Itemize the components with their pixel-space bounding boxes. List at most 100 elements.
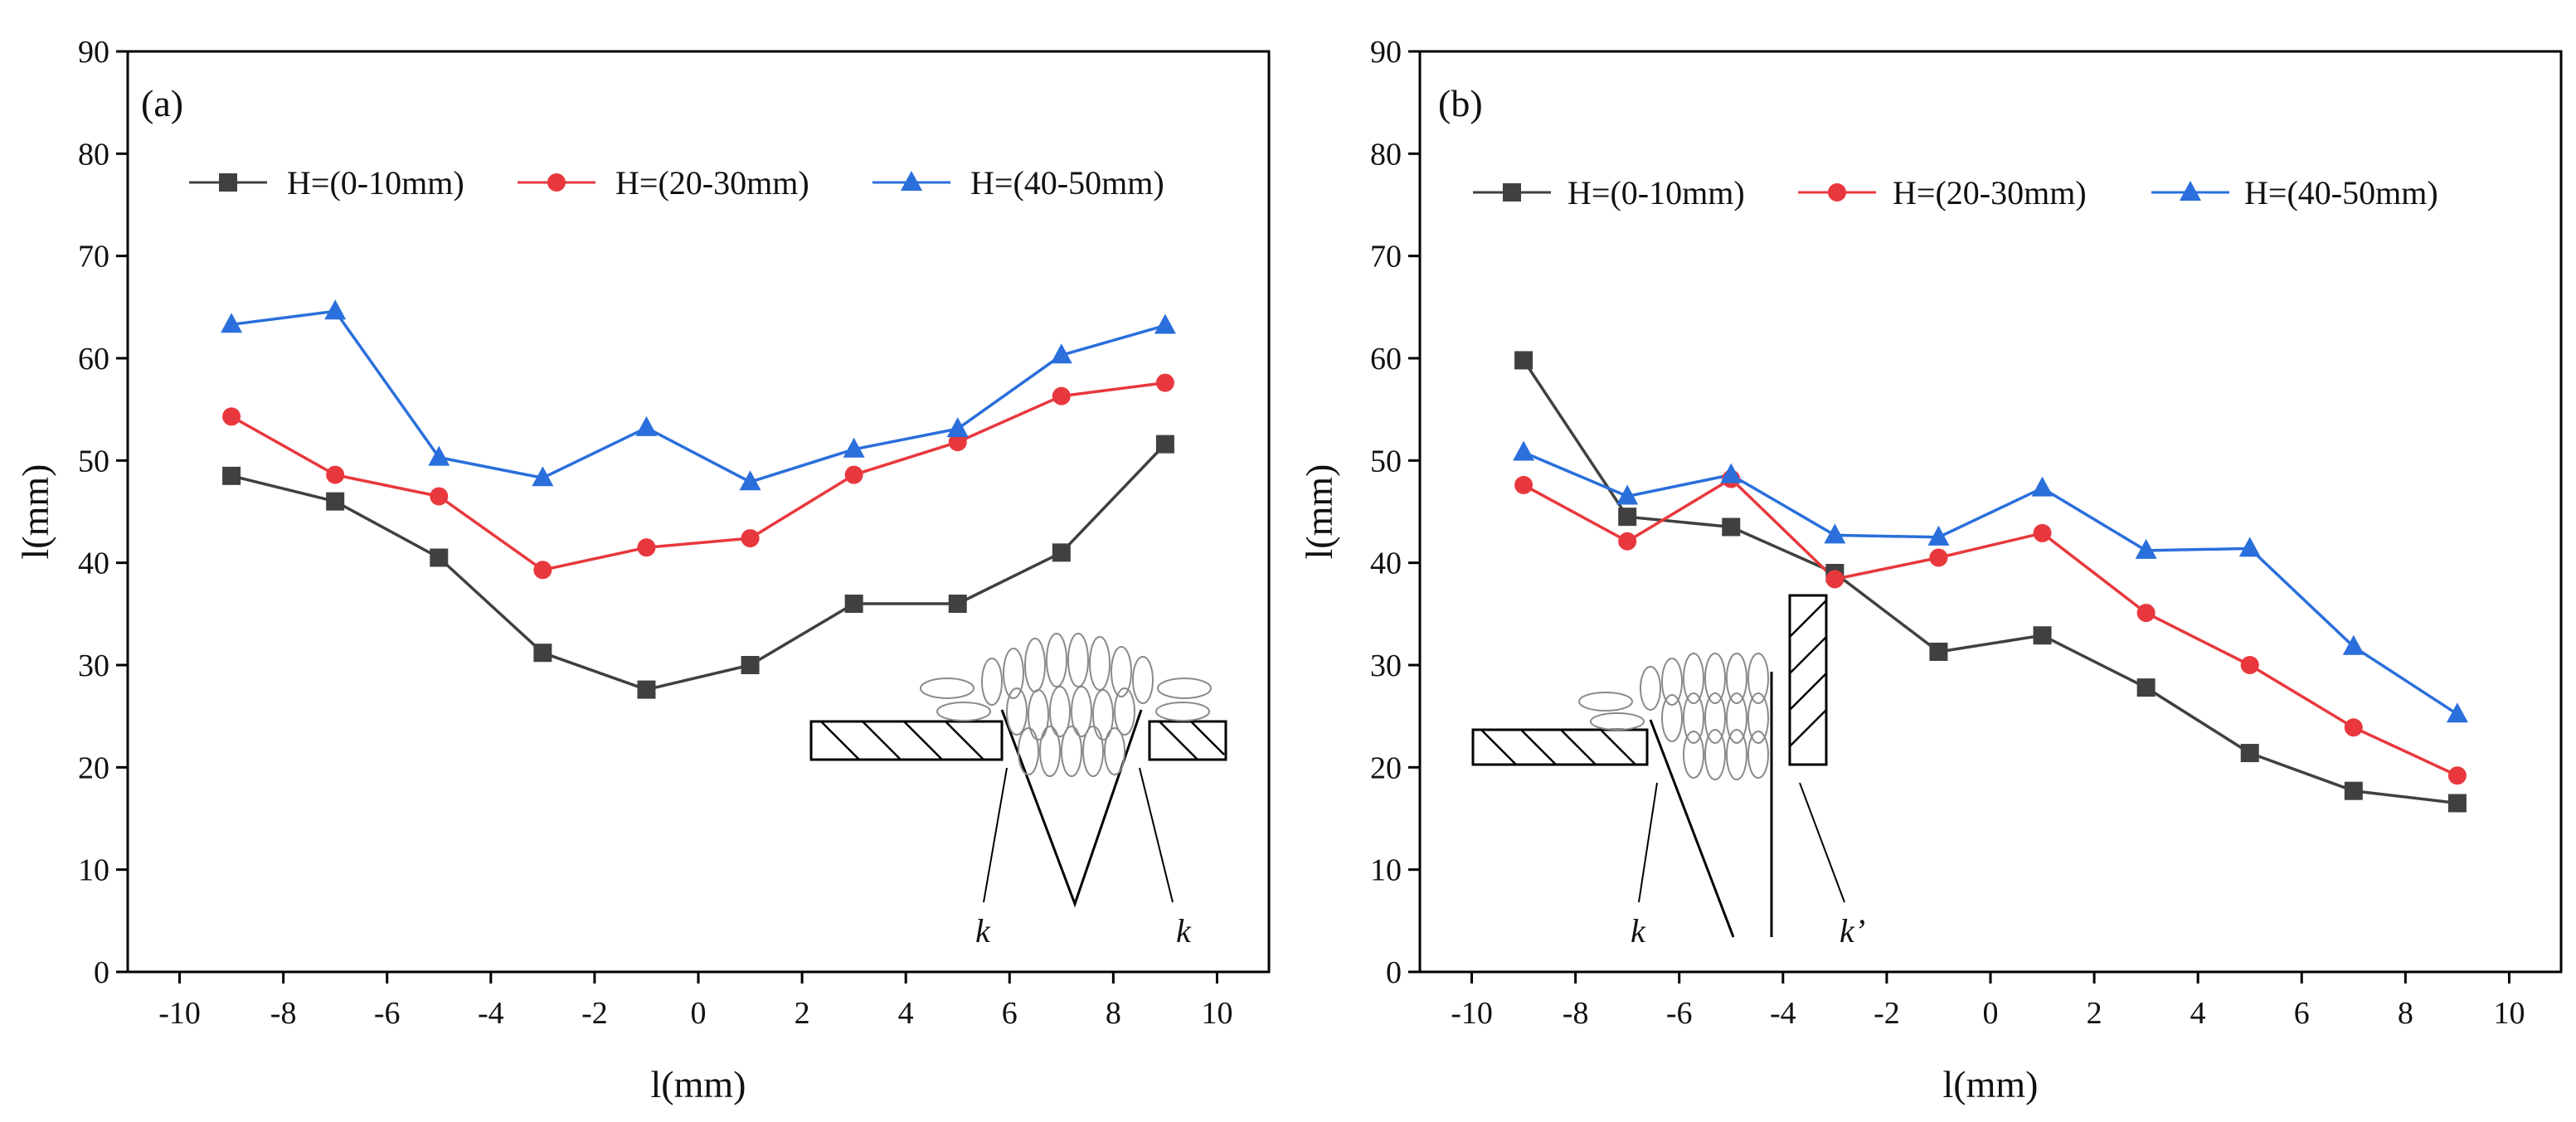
x-tick-label: 4 (898, 996, 914, 1031)
data-point (1513, 440, 1535, 461)
data-point (843, 437, 865, 458)
legend-item: H=(20-30mm) (518, 164, 809, 202)
y-tick-label: 80 (78, 137, 109, 172)
data-point (2136, 604, 2156, 623)
y-tick-label: 20 (78, 750, 109, 785)
data-point (1720, 463, 1742, 483)
x-tick-label: -8 (1563, 996, 1589, 1031)
x-tick-label: 6 (1002, 996, 1018, 1031)
data-point (1052, 543, 1071, 562)
data-point (844, 595, 863, 613)
x-tick-label: -6 (374, 996, 401, 1031)
data-point (741, 656, 760, 674)
data-point (2135, 538, 2157, 559)
data-point (532, 466, 554, 487)
y-tick-label: 30 (78, 648, 109, 683)
data-point (1050, 343, 1072, 364)
legend-item: H=(20-30mm) (1798, 174, 2087, 211)
x-tick-label: 10 (1201, 996, 1232, 1031)
y-tick-label: 90 (1370, 35, 1402, 70)
y-tick-label: 50 (1370, 444, 1402, 478)
data-point (1825, 570, 1845, 589)
x-tick-label: 0 (1983, 996, 1999, 1031)
x-tick-label: 8 (1106, 996, 1121, 1031)
data-point (1514, 351, 1533, 370)
legend-item: H=(0-10mm) (1473, 174, 1745, 211)
weld-diagram: k k’ (1471, 594, 1865, 950)
y-tick-label: 70 (78, 240, 109, 274)
legend-label: H=(40-50mm) (2244, 174, 2438, 211)
weld-diagram: k k (809, 633, 1227, 950)
y-tick-label: 40 (1370, 546, 1402, 581)
panel-label: (a) (141, 82, 183, 124)
data-point (2446, 702, 2468, 723)
axis-ticks: 0 10 20 30 40 50 60 70 80 90 -10 -8 -6 -4 -2 0 2 4 6 8 10 (1370, 35, 2525, 1031)
data-point (1155, 435, 1174, 454)
data-point (222, 466, 241, 485)
x-tick-label: -2 (1874, 996, 1900, 1031)
data-point (430, 548, 449, 567)
data-point (533, 644, 552, 663)
x-tick-label: -4 (1770, 996, 1796, 1031)
data-point (2344, 781, 2363, 800)
data-point (324, 299, 347, 320)
plate-left (809, 720, 1004, 761)
x-tick-label: 2 (795, 996, 810, 1031)
legend: H=(0-10mm) H=(20-30mm) H=(40-50mm) (189, 164, 1164, 202)
legend-label: H=(20-30mm) (1893, 174, 2087, 211)
series-line (1523, 477, 2458, 777)
data-point (1927, 525, 1950, 546)
legend-label: H=(0-10mm) (1567, 174, 1745, 211)
data-point (1052, 386, 1071, 406)
data-point (1929, 642, 1948, 661)
data-point (948, 433, 967, 452)
legend-label: H=(20-30mm) (615, 164, 809, 202)
x-axis-label: l(mm) (1943, 1063, 2039, 1105)
data-point (1616, 484, 1639, 505)
data-point (326, 492, 345, 511)
data-point (637, 680, 656, 699)
weld-beads (1578, 653, 1769, 780)
y-tick-label: 60 (78, 342, 109, 376)
y-axis-label: l(mm) (14, 464, 56, 560)
y-tick-label: 40 (78, 546, 109, 581)
x-tick-label: -8 (270, 996, 297, 1031)
x-tick-label: -2 (581, 996, 608, 1031)
data-point (221, 313, 243, 333)
series-line (231, 443, 1167, 692)
y-tick-label: 90 (78, 35, 109, 70)
panel-label: (b) (1438, 82, 1483, 124)
data-point (637, 538, 656, 557)
weld-beads (920, 633, 1212, 777)
legend-item: H=(40-50mm) (872, 164, 1164, 202)
plate-right (1148, 720, 1227, 761)
data-point (222, 407, 241, 426)
leader-line (983, 767, 1008, 903)
y-axis-label: l(mm) (1298, 464, 1340, 560)
y-tick-label: 10 (1370, 853, 1402, 888)
data-point (2342, 634, 2365, 655)
data-point (1824, 523, 1846, 544)
data-point (428, 445, 450, 466)
data-point (326, 465, 345, 484)
chart-b: 0 10 20 30 40 50 60 70 80 90 -10 -8 -6 -4 -2 0 2 4 6 8 10 (b… (1298, 35, 2563, 1105)
x-tick-label: 0 (691, 996, 707, 1031)
x-tick-label: -10 (158, 996, 201, 1031)
data-point (2344, 718, 2363, 737)
data-point (635, 415, 658, 436)
data-point (739, 470, 761, 491)
data-point (1722, 517, 1741, 537)
annotation-k-prime: k’ (1840, 912, 1865, 950)
legend: H=(0-10mm) H=(20-30mm) H=(40-50mm) (1473, 174, 2438, 211)
data-point (2447, 794, 2467, 813)
data-point (2240, 656, 2259, 674)
data-point (844, 465, 863, 484)
x-tick-label: 2 (2087, 996, 2102, 1031)
y-tick-label: 0 (94, 955, 109, 990)
x-tick-label: -6 (1666, 996, 1693, 1031)
data-point (2033, 523, 2052, 542)
y-tick-label: 80 (1370, 137, 1402, 172)
leader-line (1638, 782, 1658, 903)
data-point (2240, 744, 2259, 763)
legend-label: H=(40-50mm) (970, 164, 1164, 202)
